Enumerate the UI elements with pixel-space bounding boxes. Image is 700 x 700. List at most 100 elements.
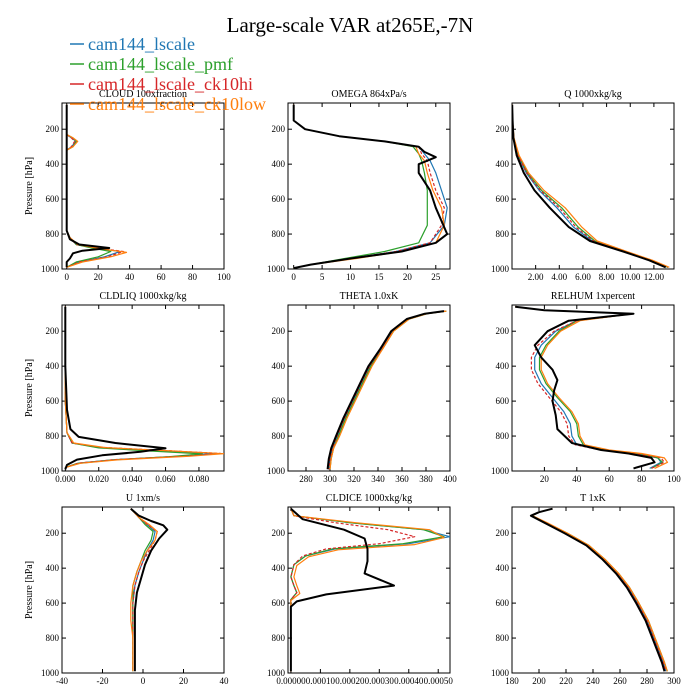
x-tick-label: 20 — [94, 272, 104, 282]
y-tick-label: 400 — [272, 361, 286, 371]
legend-label: cam144_lscale — [88, 34, 195, 54]
y-tick-label: 1000 — [491, 668, 510, 678]
series-line-4 — [531, 508, 668, 672]
panel-6: RELHUM 1xpercent 200 400 600 800 1000 20 40 60 80… — [491, 291, 681, 484]
x-tick-label: 40 — [220, 676, 230, 686]
series-group — [512, 104, 670, 269]
y-tick-label: 200 — [272, 528, 286, 538]
panel-frame — [511, 304, 675, 472]
panel-title: THETA 1.0xK — [340, 291, 399, 302]
y-axis-label: Pressure [hPa] — [24, 359, 35, 417]
x-tick-label: 0 — [291, 272, 296, 282]
series-group — [326, 310, 447, 470]
y-tick-label: 200 — [46, 124, 60, 134]
series-line-5 — [292, 104, 449, 269]
x-tick-label: 360 — [395, 474, 409, 484]
x-tick-label: 380 — [419, 474, 433, 484]
x-tick-label: 180 — [505, 676, 519, 686]
y-tick-label: 800 — [272, 431, 286, 441]
x-tick-label: 300 — [667, 676, 681, 686]
legend-label: cam144_lscale_ck10hi — [88, 74, 253, 94]
panel-frame — [511, 506, 675, 674]
series-line-1 — [531, 508, 667, 672]
x-tick-label: 280 — [640, 676, 654, 686]
x-tick-label: 20 — [403, 272, 413, 282]
panel-frame — [511, 102, 675, 270]
series-line-5 — [529, 507, 666, 672]
y-tick-label: 800 — [496, 229, 510, 239]
series-line-5 — [515, 305, 656, 470]
x-tick-label: 320 — [347, 474, 361, 484]
x-tick-label: 0.040 — [122, 474, 143, 484]
x-tick-label: 340 — [371, 474, 385, 484]
series-group — [289, 507, 450, 672]
series-line-4 — [130, 508, 158, 672]
series-line-5 — [289, 507, 395, 672]
panel-title: CLOUD 100xfraction — [99, 89, 187, 100]
x-tick-label: 0.00020 — [335, 676, 365, 686]
y-tick-label: 1000 — [41, 668, 60, 678]
panel-frame — [61, 304, 225, 472]
panel-3: Q 1000xkg/kg 200 400 600 800 1000 2.00 4.00 6.00… — [491, 89, 675, 282]
y-axis-label: Pressure [hPa] — [24, 561, 35, 619]
series-group — [65, 104, 128, 268]
panel-5: THETA 1.0xK 200 400 600 800 1000 280 300 320 340 3… — [267, 291, 457, 484]
x-tick-label: 400 — [443, 474, 457, 484]
series-line-2 — [293, 104, 428, 269]
x-tick-label: -40 — [56, 676, 68, 686]
series-line-4 — [290, 508, 445, 672]
y-tick-label: 600 — [272, 598, 286, 608]
y-tick-label: 1000 — [41, 264, 60, 274]
panel-7: U 1xm/s 200 400 600 800 1000-40 -20 0 20 40 Pressu… — [24, 493, 229, 686]
x-tick-label: 0.00000 — [276, 676, 306, 686]
x-tick-label: 0.00040 — [394, 676, 424, 686]
series-group — [130, 507, 169, 672]
x-tick-label: 200 — [532, 676, 546, 686]
series-line-3 — [64, 306, 222, 469]
series-line-4 — [64, 306, 224, 469]
y-tick-label: 600 — [496, 396, 510, 406]
x-tick-label: 5 — [320, 272, 325, 282]
y-tick-label: 200 — [272, 124, 286, 134]
panel-title: RELHUM 1xpercent — [551, 291, 635, 302]
x-tick-label: 2.00 — [528, 272, 544, 282]
x-tick-label: 20 — [540, 474, 550, 484]
x-tick-label: 15 — [374, 272, 384, 282]
panel-frame — [61, 506, 225, 674]
y-tick-label: 1000 — [267, 466, 286, 476]
x-tick-label: 100 — [667, 474, 681, 484]
x-tick-label: -20 — [97, 676, 109, 686]
y-tick-label: 600 — [46, 598, 60, 608]
series-line-5 — [130, 507, 169, 672]
panel-frame — [287, 506, 451, 674]
x-tick-label: 0.060 — [155, 474, 176, 484]
x-tick-label: 300 — [323, 474, 337, 484]
x-tick-label: 0.00010 — [306, 676, 336, 686]
panel-title: CLDLIQ 1000xkg/kg — [100, 291, 187, 302]
panel-2: OMEGA 864xPa/s 200 400 600 800 1000 0 5 10 15 20 25 — [267, 89, 451, 282]
y-tick-label: 600 — [272, 396, 286, 406]
y-tick-label: 400 — [46, 159, 60, 169]
x-tick-label: 6.00 — [575, 272, 591, 282]
y-tick-label: 600 — [46, 194, 60, 204]
y-tick-label: 1000 — [267, 668, 286, 678]
x-tick-label: 0.00050 — [424, 676, 454, 686]
series-line-1 — [328, 310, 446, 470]
figure-title: Large-scale VAR at265E,-7N — [227, 13, 474, 37]
y-tick-label: 200 — [46, 326, 60, 336]
y-tick-label: 400 — [496, 563, 510, 573]
y-tick-label: 200 — [272, 326, 286, 336]
y-tick-label: 1000 — [41, 466, 60, 476]
y-tick-label: 400 — [272, 159, 286, 169]
series-line-3 — [328, 310, 446, 470]
series-line-3 — [531, 508, 667, 672]
y-tick-label: 800 — [46, 633, 60, 643]
y-tick-label: 1000 — [267, 264, 286, 274]
y-tick-label: 200 — [496, 124, 510, 134]
y-tick-label: 1000 — [491, 466, 510, 476]
x-tick-label: 0.000 — [55, 474, 76, 484]
x-tick-label: 0 — [64, 272, 69, 282]
